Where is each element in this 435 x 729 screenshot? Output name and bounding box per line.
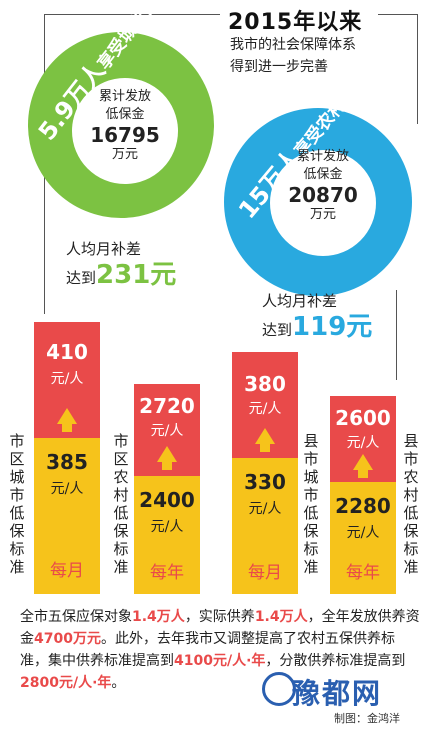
rural-line2: 低保金	[303, 167, 343, 182]
bar-old-unit-2: 元/人	[150, 519, 184, 535]
bar-period-3: 每月	[248, 563, 282, 583]
summary-paragraph: 全市五保应保对象1.4万人，实际供养1.4万人，全年发放供养资金4700万元。此…	[20, 606, 420, 694]
para-highlight-3: 4700万元	[34, 631, 101, 647]
rural-amount: 20870	[288, 183, 358, 207]
arrow-stem	[358, 470, 368, 478]
bar-new-unit-3: 元/人	[248, 401, 282, 417]
bar-period-4: 每年	[346, 563, 380, 583]
urban-subsidy-label: 人均月补差	[66, 240, 142, 258]
para-text-3: ，全年发放供养资金	[20, 609, 420, 647]
para-text-4: 。此外，去年我市又调整提高了农村五保供养标准，集中供养标准提高到	[20, 631, 395, 669]
bar-new-1: 410 元/人	[34, 322, 100, 438]
rural-subsidy-value: 119元	[292, 312, 373, 342]
para-highlight-2: 1.4万人	[254, 609, 308, 625]
bar-label-3: 县市城市低保标准	[303, 432, 319, 576]
bar-new-value-3: 380	[244, 372, 286, 396]
bracket-line-right-top	[378, 14, 418, 15]
bar-old-value-3: 330	[244, 470, 286, 494]
bar-period-1: 每月	[50, 561, 84, 581]
urban-amount-unit: 万元	[111, 147, 138, 162]
rural-circle-content: 累计发放 低保金 20870 万元	[270, 148, 376, 224]
page-title: 2015年以来	[228, 10, 363, 35]
bar-label-2: 市区农村低保标准	[113, 432, 129, 576]
rural-circle-inner	[270, 150, 376, 256]
bar-old-value-1: 385	[46, 450, 88, 474]
bracket-line-right	[417, 14, 418, 124]
graphic-credit: 制图：金鸿洋	[334, 712, 400, 725]
rural-subsidy-label: 人均月补差	[262, 292, 338, 310]
watermark: 豫都网	[292, 677, 383, 710]
urban-subsidy-value: 231元	[96, 260, 177, 290]
para-highlight-5: 2800元/人·年	[20, 675, 112, 691]
watermark-logo-icon	[262, 672, 296, 706]
bar-new-value-1: 410	[46, 340, 88, 364]
arrow-stem	[260, 444, 270, 452]
arrow-up-icon	[255, 428, 275, 444]
arrow-stem	[162, 462, 172, 470]
para-text-2: ，实际供养	[184, 609, 255, 625]
urban-circle-inner	[72, 78, 178, 184]
rural-line1: 累计发放	[296, 149, 349, 164]
bar-new-unit-2: 元/人	[150, 423, 184, 439]
arrow-up-icon	[157, 446, 177, 462]
para-text-1: 全市五保应保对象	[20, 609, 132, 625]
para-highlight-4: 4100元/人·年	[174, 653, 266, 669]
bar-new-3: 380 元/人	[232, 352, 298, 458]
arrow-stem	[62, 424, 72, 432]
bar-old-1: 385 元/人 每月	[34, 438, 100, 594]
bar-old-4: 2280 元/人 每年	[330, 482, 396, 594]
bar-period-2: 每年	[150, 563, 184, 583]
bar-old-unit-3: 元/人	[248, 501, 282, 517]
urban-subsidy: 人均月补差 达到231元	[66, 236, 176, 291]
rural-amount-unit: 万元	[309, 207, 336, 222]
arrow-up-icon	[57, 408, 77, 424]
bar-new-value-2: 2720	[139, 394, 195, 418]
urban-subsidy-reach: 达到	[66, 269, 97, 287]
urban-amount: 16795	[90, 123, 160, 147]
bar-old-2: 2400 元/人 每年	[134, 476, 200, 594]
bar-old-value-2: 2400	[139, 488, 195, 512]
bar-old-3: 330 元/人 每月	[232, 458, 298, 594]
arrow-up-icon	[353, 454, 373, 470]
bar-label-4: 县市农村低保标准	[403, 432, 419, 576]
rural-subsidy: 人均月补差 达到119元	[262, 288, 372, 343]
bar-label-1: 市区城市低保标准	[9, 432, 25, 576]
rural-subsidy-reach: 达到	[262, 321, 293, 339]
bar-new-2: 2720 元/人	[134, 384, 200, 476]
bracket-line-right-lower	[396, 290, 397, 380]
page-subtitle: 我市的社会保障体系得到进一步完善	[230, 37, 356, 75]
para-text-6: 。	[111, 675, 126, 691]
bar-old-value-4: 2280	[335, 494, 391, 518]
bar-new-unit-4: 元/人	[346, 435, 380, 451]
bar-new-unit-1: 元/人	[50, 371, 84, 387]
bar-new-value-4: 2600	[335, 406, 391, 430]
para-highlight-1: 1.4万人	[132, 609, 185, 625]
para-text-5: ，分散供养标准提高到	[265, 653, 406, 669]
urban-circle-content: 累计发放 低保金 16795 万元	[72, 88, 178, 164]
urban-line1: 累计发放	[98, 89, 151, 104]
bar-old-unit-1: 元/人	[50, 481, 84, 497]
bar-new-4: 2600 元/人	[330, 396, 396, 482]
urban-line2: 低保金	[105, 107, 145, 122]
bracket-line-top	[44, 14, 220, 15]
bar-old-unit-4: 元/人	[346, 525, 380, 541]
